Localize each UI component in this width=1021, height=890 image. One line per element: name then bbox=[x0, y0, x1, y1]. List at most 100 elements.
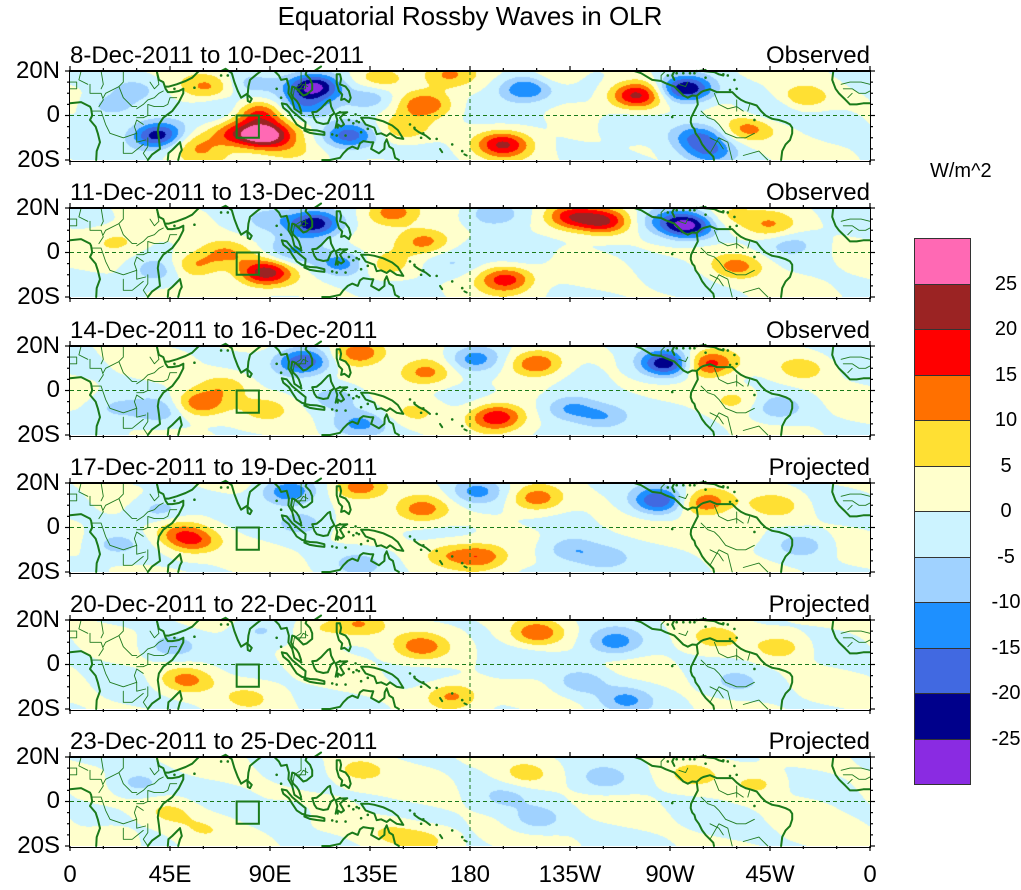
island-dot bbox=[435, 137, 438, 141]
island-dot bbox=[347, 667, 351, 671]
island-dot bbox=[682, 208, 685, 212]
island-dot bbox=[695, 206, 698, 210]
island-dot bbox=[726, 486, 730, 489]
island-dot bbox=[219, 486, 223, 489]
island-dot bbox=[330, 133, 334, 136]
island-dot bbox=[226, 74, 230, 77]
island-dot bbox=[408, 123, 412, 126]
island-dot bbox=[728, 500, 732, 504]
island-dot bbox=[413, 675, 416, 679]
island-dot bbox=[279, 782, 283, 785]
colorbar-swatch bbox=[914, 238, 971, 285]
island-dot bbox=[173, 362, 176, 366]
island-dot bbox=[355, 531, 358, 535]
island-dot bbox=[682, 757, 685, 761]
colorbar-swatch bbox=[914, 602, 971, 649]
island-dot bbox=[722, 210, 725, 213]
colorbar-level-label: 10 bbox=[994, 409, 1018, 431]
island-dot bbox=[450, 143, 454, 146]
island-dot bbox=[666, 74, 670, 77]
island-dot bbox=[419, 411, 423, 415]
y-tick-label-0: 0 bbox=[46, 376, 60, 403]
island-dot bbox=[726, 74, 730, 77]
island-dot bbox=[726, 211, 730, 214]
island-dot bbox=[347, 118, 351, 122]
panel-date-range: 14-Dec-2011 to 16-Dec-2011 bbox=[70, 317, 378, 344]
island-dot bbox=[419, 548, 423, 552]
island-dot bbox=[733, 353, 736, 357]
island-dot bbox=[422, 407, 425, 410]
island-dot bbox=[347, 530, 351, 534]
island-dot bbox=[173, 636, 176, 640]
panel-status: Observed bbox=[765, 317, 870, 344]
island-dot bbox=[335, 546, 338, 549]
y-tick-label-20n: 20N bbox=[15, 743, 60, 770]
island-dot bbox=[733, 78, 736, 82]
island-dot bbox=[704, 762, 707, 765]
island-dot bbox=[735, 224, 738, 228]
island-dot bbox=[352, 121, 355, 125]
island-dot bbox=[753, 255, 756, 259]
island-dot bbox=[670, 390, 674, 394]
island-dot bbox=[726, 760, 730, 763]
island-dot bbox=[735, 499, 738, 503]
country-borders bbox=[69, 207, 871, 298]
x-tick-label: 45E bbox=[148, 861, 192, 888]
island-dot bbox=[354, 799, 357, 802]
y-tick-label-20n: 20N bbox=[15, 57, 60, 84]
island-dot bbox=[344, 683, 347, 686]
island-dot bbox=[173, 87, 176, 91]
island-dot bbox=[666, 486, 670, 489]
island-dot bbox=[359, 267, 363, 271]
axis-ticks bbox=[65, 615, 875, 714]
island-dot bbox=[330, 682, 334, 685]
island-dot bbox=[693, 757, 696, 761]
island-dot bbox=[666, 760, 670, 763]
island-dot bbox=[226, 486, 230, 489]
island-dot bbox=[335, 409, 338, 412]
island-dot bbox=[193, 635, 196, 638]
y-tick-label-20s: 20S bbox=[17, 558, 60, 585]
island-dot bbox=[722, 73, 725, 76]
island-dot bbox=[408, 535, 412, 538]
island-dot bbox=[357, 257, 361, 261]
colorbar-swatch bbox=[914, 556, 971, 603]
island-dot bbox=[355, 256, 358, 260]
colorbar-level-label: 5 bbox=[1000, 454, 1012, 477]
island-dot bbox=[693, 208, 696, 212]
island-dot bbox=[670, 115, 674, 119]
y-tick-label-20n: 20N bbox=[15, 606, 60, 633]
island-dot bbox=[338, 110, 342, 114]
island-dot bbox=[733, 215, 736, 219]
island-dot bbox=[299, 248, 303, 252]
island-dot bbox=[728, 363, 732, 367]
island-dot bbox=[355, 805, 358, 809]
island-dot bbox=[357, 120, 361, 124]
y-tick-label-20s: 20S bbox=[17, 283, 60, 310]
map-overlay bbox=[65, 65, 875, 165]
island-dot bbox=[354, 250, 357, 253]
island-dot bbox=[450, 692, 454, 695]
map-overlay bbox=[65, 477, 875, 577]
island-dot bbox=[344, 271, 347, 274]
x-tick-label: 135E bbox=[341, 861, 399, 888]
island-dot bbox=[352, 670, 355, 674]
island-dot bbox=[670, 801, 674, 805]
island-dot bbox=[735, 636, 738, 640]
island-dot bbox=[344, 820, 347, 823]
island-dot bbox=[753, 118, 756, 122]
colorbar-swatch bbox=[914, 329, 971, 376]
island-dot bbox=[422, 818, 425, 821]
island-dot bbox=[193, 361, 196, 364]
island-dot bbox=[359, 542, 363, 546]
island-dot bbox=[226, 623, 230, 626]
island-dot bbox=[354, 525, 357, 528]
island-dot bbox=[435, 412, 438, 416]
island-dot bbox=[226, 760, 230, 763]
island-dot bbox=[704, 351, 707, 354]
y-tick-label-20n: 20N bbox=[15, 332, 60, 359]
island-dot bbox=[359, 679, 363, 683]
y-tick-label-20s: 20S bbox=[17, 421, 60, 448]
island-dot bbox=[693, 71, 696, 75]
island-dot bbox=[735, 87, 738, 91]
